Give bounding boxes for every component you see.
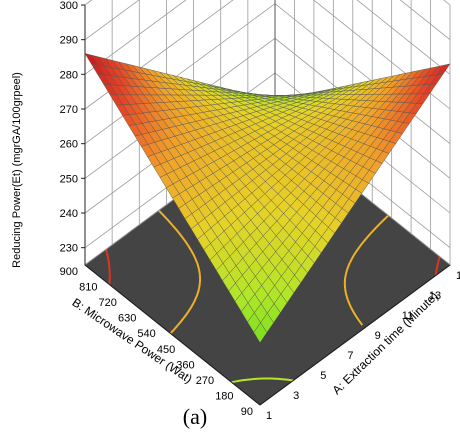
x-tick-label: 9	[375, 330, 381, 342]
z-tick-label: 280	[60, 69, 78, 81]
response-surface	[84, 53, 451, 344]
wall-gridline-300	[84, 0, 451, 6]
x-tick-label: 11	[402, 310, 413, 322]
y-tick-label: 630	[118, 313, 136, 325]
panel-label: (a)	[182, 404, 208, 429]
x-tick-label: 5	[320, 370, 326, 382]
z-tick-label: 230	[60, 243, 78, 255]
y-axis-line	[84, 264, 261, 406]
z-tick-label: 260	[60, 139, 78, 151]
y-tick-label: 900	[60, 266, 78, 278]
y-tick-label: 720	[99, 297, 117, 309]
contour-line-280	[105, 249, 441, 285]
x-tick-label: 3	[293, 390, 299, 402]
x-tick-label: 15	[456, 270, 460, 282]
z-tick-label: 300	[60, 0, 78, 12]
z-tick-label: 240	[60, 208, 78, 220]
z-tick-label: 270	[60, 104, 78, 116]
x-tick-label: 1	[266, 410, 272, 422]
wall-gridline-280	[84, 0, 451, 75]
y-tick-label: 450	[157, 344, 175, 356]
y-tick-label: 270	[196, 375, 214, 387]
y-tick-label: 810	[79, 282, 97, 294]
y-tick-label: 540	[137, 328, 155, 340]
x-tick-label: 13	[429, 290, 441, 302]
surface-cell	[253, 322, 268, 344]
contour-line-265	[158, 209, 389, 335]
axes	[84, 5, 451, 406]
x-tick-label: 7	[347, 350, 353, 362]
tick-labels: 2302402502602702802903009018027036045054…	[60, 0, 460, 422]
y-tick-label: 90	[241, 406, 253, 418]
z-tick-label: 290	[60, 35, 78, 47]
z-axis-label: Reducing Power(Et) (mgrGA/100grpeel)	[11, 72, 23, 268]
y-tick-label: 360	[176, 359, 194, 371]
z-tick-label: 250	[60, 173, 78, 185]
y-tick-label: 180	[215, 390, 233, 402]
x-axis-line	[259, 264, 451, 406]
